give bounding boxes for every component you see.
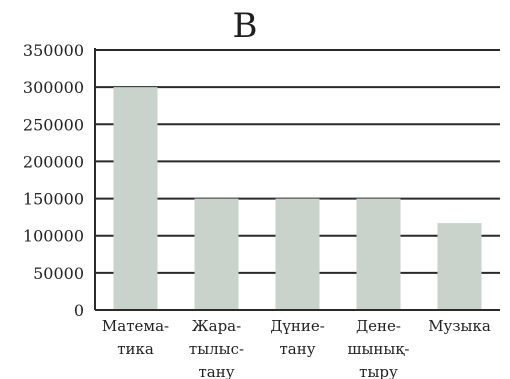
y-tick-label: 200000	[23, 152, 84, 171]
x-category-label-line: Матема-	[102, 317, 169, 335]
y-tick-label: 0	[74, 301, 84, 320]
y-tick-label: 150000	[23, 190, 84, 209]
x-category-label: Музыка	[428, 317, 491, 335]
x-category-label-line: тыру	[359, 363, 398, 379]
x-category-label-line: Дене-	[356, 317, 401, 335]
x-category-label: Дүние-тану	[270, 317, 325, 358]
x-category-label-line: шынық-	[348, 340, 410, 358]
bar	[113, 87, 158, 311]
bar	[437, 223, 482, 310]
y-tick-label: 50000	[33, 264, 84, 283]
y-tick-label: 300000	[23, 78, 84, 97]
chart-title: B	[233, 6, 258, 46]
x-category-label: Матема-тика	[102, 317, 169, 358]
bar	[356, 198, 401, 310]
y-axis-tick-labels: 0 50000 100000 150000 200000 250000 300000 3500…	[23, 41, 84, 320]
x-category-label: Жара-тылыс-тану	[189, 317, 244, 379]
x-category-label-line: тану	[198, 363, 234, 379]
x-category-label: Дене-шынық-тыру	[348, 317, 410, 379]
x-axis-category-labels: Матема-тикаЖара-тылыс-тануДүние-тануДене…	[102, 317, 491, 379]
x-category-label-line: тика	[117, 340, 154, 358]
bars	[113, 87, 482, 311]
bar	[275, 198, 320, 310]
y-tick-label: 100000	[23, 227, 84, 246]
x-category-label-line: тану	[279, 340, 315, 358]
y-tick-label: 250000	[23, 115, 84, 134]
bar	[194, 198, 239, 310]
x-category-label-line: Жара-	[192, 317, 241, 335]
axes	[94, 48, 500, 311]
y-tick-label: 350000	[23, 41, 84, 60]
x-category-label-line: Музыка	[428, 317, 491, 335]
x-category-label-line: тылыс-	[189, 340, 244, 358]
x-category-label-line: Дүние-	[270, 317, 325, 335]
